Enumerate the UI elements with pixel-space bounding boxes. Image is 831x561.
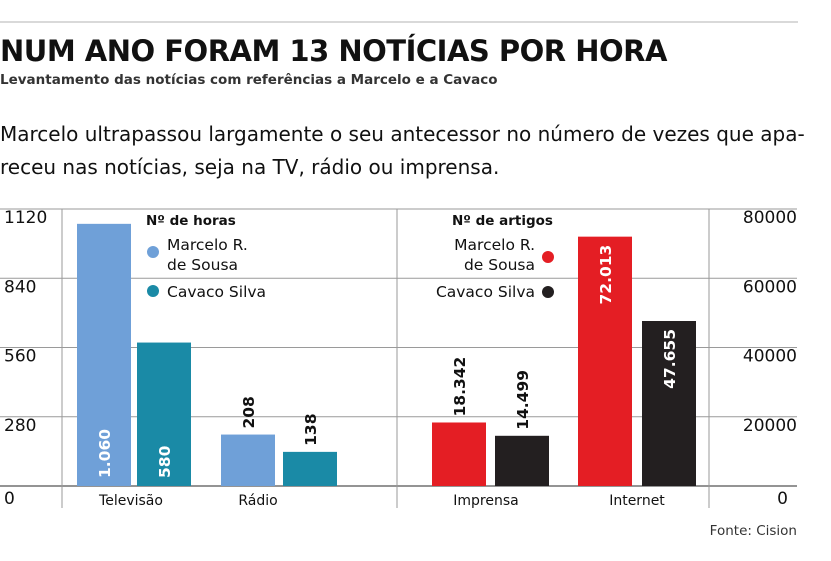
left-axis-tick-label: 560: [4, 347, 36, 367]
data-label: 47.655: [661, 329, 679, 389]
lede-line-1: Marcelo ultrapassou largamente o seu ant…: [0, 122, 805, 146]
bar: [432, 422, 486, 486]
bar: [221, 434, 275, 486]
left-axis-tick-label: 0: [4, 489, 15, 509]
data-label: 580: [156, 445, 174, 478]
legend-label: de Sousa: [464, 256, 535, 274]
right-axis-tick-label: 0: [777, 489, 788, 509]
chart-subtitle: Levantamento das notícias com referência…: [0, 72, 498, 88]
legend-swatch: [147, 246, 159, 258]
category-label: Imprensa: [453, 493, 518, 509]
legend-swatch: [542, 286, 554, 298]
legend-title-articles: Nº de artigos: [452, 213, 553, 229]
category-label: Televisão: [98, 493, 163, 509]
legend-swatch: [542, 251, 554, 263]
data-label: 18.342: [451, 357, 469, 417]
legend-title-hours: Nº de horas: [146, 213, 236, 229]
category-label: Internet: [609, 493, 665, 509]
right-axis-tick-label: 20000: [743, 416, 797, 436]
bar: [137, 342, 191, 486]
left-axis-tick-label: 1120: [4, 208, 47, 228]
right-axis-tick-label: 40000: [743, 347, 797, 367]
legend-label: de Sousa: [167, 256, 238, 274]
legend-label: Marcelo R.: [167, 236, 248, 254]
top-rule: [0, 21, 798, 23]
bar: [642, 320, 696, 486]
legend-swatch: [147, 285, 159, 297]
lede-paragraph: Marcelo ultrapassou largamente o seu ant…: [0, 118, 805, 184]
legend-label: Marcelo R.: [454, 236, 535, 254]
right-axis-tick-label: 80000: [743, 208, 797, 228]
data-label: 1.060: [96, 429, 114, 478]
legend-label: Cavaco Silva: [436, 283, 535, 301]
lede-line-2: receu nas notícias, seja na TV, rádio ou…: [0, 155, 500, 179]
data-label: 208: [240, 396, 258, 428]
bar: [578, 236, 632, 486]
legend-label: Cavaco Silva: [167, 283, 266, 301]
left-axis-tick-label: 840: [4, 277, 36, 297]
bar: [77, 223, 131, 486]
right-axis-tick-label: 60000: [743, 277, 797, 297]
category-label: Rádio: [238, 493, 277, 509]
source-note: Fonte: Cision: [709, 523, 797, 539]
bar: [495, 435, 549, 486]
left-axis-tick-label: 280: [4, 416, 36, 436]
data-label: 138: [302, 414, 320, 446]
bar: [283, 451, 337, 486]
chart-title: NUM ANO FORAM 13 NOTÍCIAS POR HORA: [0, 34, 667, 68]
data-label: 14.499: [514, 370, 532, 430]
data-label: 72.013: [597, 245, 615, 305]
